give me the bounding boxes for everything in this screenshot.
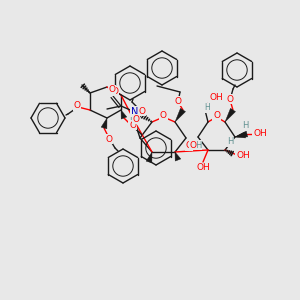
Text: O: O	[112, 86, 118, 95]
Text: O: O	[185, 142, 193, 151]
Text: O: O	[109, 85, 116, 94]
Text: OH: OH	[196, 164, 210, 172]
Text: O: O	[213, 112, 220, 121]
Text: H: H	[242, 122, 248, 130]
Text: O: O	[106, 134, 112, 143]
Polygon shape	[175, 152, 181, 161]
Text: O: O	[160, 112, 167, 121]
Text: O: O	[190, 140, 196, 149]
Text: OH: OH	[209, 94, 223, 103]
Polygon shape	[225, 108, 236, 122]
Polygon shape	[235, 132, 246, 138]
Polygon shape	[146, 152, 152, 163]
Text: H: H	[227, 137, 233, 146]
Text: O: O	[175, 97, 182, 106]
Text: H: H	[129, 116, 135, 125]
Polygon shape	[101, 118, 107, 129]
Polygon shape	[235, 131, 248, 137]
Text: H: H	[195, 140, 201, 149]
Text: O: O	[133, 115, 140, 124]
Text: N: N	[131, 107, 139, 117]
Text: OH: OH	[253, 130, 267, 139]
Text: O: O	[74, 101, 80, 110]
Polygon shape	[121, 110, 127, 119]
Text: OH: OH	[236, 151, 250, 160]
Text: H: H	[204, 103, 210, 112]
Polygon shape	[175, 108, 185, 122]
Text: O: O	[139, 106, 145, 116]
Text: O: O	[133, 116, 140, 124]
Text: O: O	[130, 121, 136, 130]
Text: O: O	[226, 94, 233, 103]
